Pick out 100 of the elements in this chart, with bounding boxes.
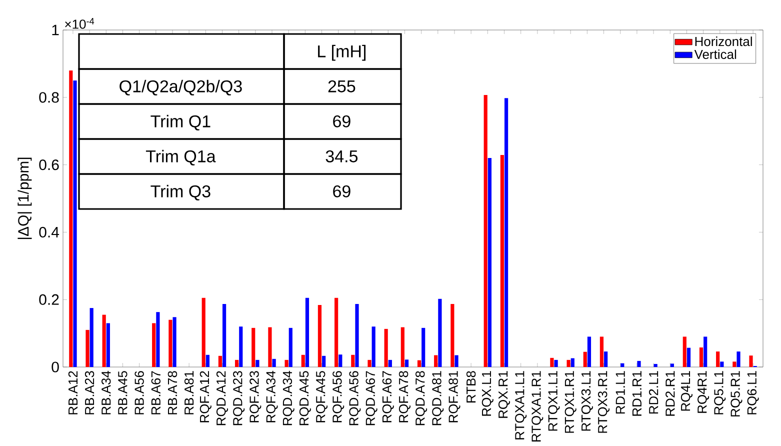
bar (351, 354, 355, 368)
bar (732, 362, 736, 368)
x-tick-label: RB.A81 (184, 371, 194, 414)
bar (620, 363, 624, 368)
bar (400, 327, 404, 368)
text: ×10$^{-4}$ (65, 18, 94, 29)
x-tick-label: RQ4L1 (680, 371, 692, 411)
bar (172, 317, 176, 368)
bar (504, 98, 508, 368)
bar (206, 354, 210, 368)
bar (704, 336, 708, 368)
bar (604, 352, 608, 368)
bar (338, 354, 342, 368)
bar (218, 356, 222, 368)
x-tick-label: RTB8 (466, 371, 476, 403)
bar (566, 360, 570, 368)
bar (438, 298, 442, 368)
bar (654, 364, 658, 368)
bar (355, 304, 359, 368)
bar (318, 305, 322, 368)
bar (417, 360, 422, 368)
x-tick-label: RTQX3.R1 (598, 371, 610, 433)
bar (670, 364, 674, 368)
annotation: 255 (328, 80, 356, 92)
annotation: Trim Q3 (150, 184, 210, 200)
x-tick-label: RD2.L1 (648, 371, 658, 414)
bar (384, 328, 388, 368)
bar (720, 362, 724, 368)
bar (272, 358, 276, 368)
x-tick-label: RQF.A67 (382, 371, 394, 422)
x-tick-label: RQD.A23 (233, 371, 245, 426)
bar (736, 352, 740, 368)
bar (454, 355, 458, 368)
x-tick-label: RQD.A78 (416, 371, 428, 426)
bar (550, 358, 554, 368)
bar (404, 360, 409, 368)
x-tick-label: RQD.A81 (432, 371, 444, 426)
bar (168, 320, 172, 368)
bar (488, 158, 492, 368)
x-tick-label: RB.A23 (84, 371, 94, 414)
bar (637, 361, 641, 368)
bar (239, 326, 243, 368)
bar (284, 360, 288, 368)
bar (301, 354, 305, 368)
bar (587, 336, 592, 368)
x-tick-label: RD1.L1 (616, 371, 625, 414)
x-tick-label: RB.A67 (151, 371, 160, 414)
y-tick-label: 0 (52, 362, 59, 372)
bar (749, 356, 753, 368)
bar (682, 336, 686, 368)
annotation: 69 (333, 185, 350, 198)
x-tick-label: RQF.A23 (250, 371, 262, 422)
annotation: 69 (333, 115, 350, 128)
bar (322, 356, 326, 368)
x-tick-label: RB.A34 (102, 370, 111, 414)
bar (156, 312, 160, 368)
bar (450, 304, 454, 368)
bar (288, 328, 292, 368)
annotation: 34.5 (326, 150, 358, 162)
annotation: L [mH] (318, 44, 366, 61)
x-tick-label: RQX.L1 (482, 371, 494, 416)
x-tick-label: RTQXA1.L1 (515, 371, 527, 440)
bar (252, 328, 256, 368)
x-tick-label: RD1.R1 (632, 371, 642, 416)
x-tick-label: RQD.A56 (349, 371, 361, 426)
x-tick-label: RQD.A34 (282, 370, 294, 426)
bar (600, 336, 604, 368)
x-tick-label: RQF.A56 (332, 371, 344, 422)
bar (716, 352, 720, 368)
x-tick-label: RTQX1.L1 (548, 371, 560, 431)
bar (554, 360, 558, 368)
x-tick-label: RQF.A81 (448, 371, 460, 422)
x-tick-label: RTQX3.L1 (581, 371, 593, 431)
x-tick-label: RQF.A45 (316, 371, 328, 422)
x-tick-label: RB.A56 (134, 371, 144, 414)
bar (368, 360, 372, 368)
x-tick-label: RB.A45 (118, 371, 128, 414)
bar (500, 155, 504, 368)
bar (234, 360, 239, 368)
bar (202, 298, 206, 368)
x-tick-label: RQD.A12 (216, 371, 228, 426)
bar (699, 348, 704, 368)
x-tick-label: RQD.A45 (299, 371, 311, 426)
y-tick-label: 0.6 (39, 160, 59, 170)
x-tick-label: RQX.R1 (498, 371, 510, 418)
x-tick-label: RB.A12 (68, 371, 78, 414)
annotation: Q1/Q2a/Q2b/Q3 (120, 80, 242, 96)
bar (484, 95, 488, 368)
x-tick-label: RQD.A67 (366, 371, 378, 426)
bar (222, 304, 226, 368)
bar (334, 298, 338, 368)
y-tick-label: 0.4 (39, 226, 60, 238)
bar (106, 323, 110, 368)
bar (422, 328, 426, 368)
x-tick-label: RQ4R1 (698, 371, 710, 413)
x-tick-label: RQF.A78 (398, 371, 410, 422)
bar (152, 323, 156, 368)
y-axis-title: |ΔQ| [1/ppm] (18, 158, 32, 240)
bar (268, 327, 272, 368)
bar (86, 330, 90, 368)
